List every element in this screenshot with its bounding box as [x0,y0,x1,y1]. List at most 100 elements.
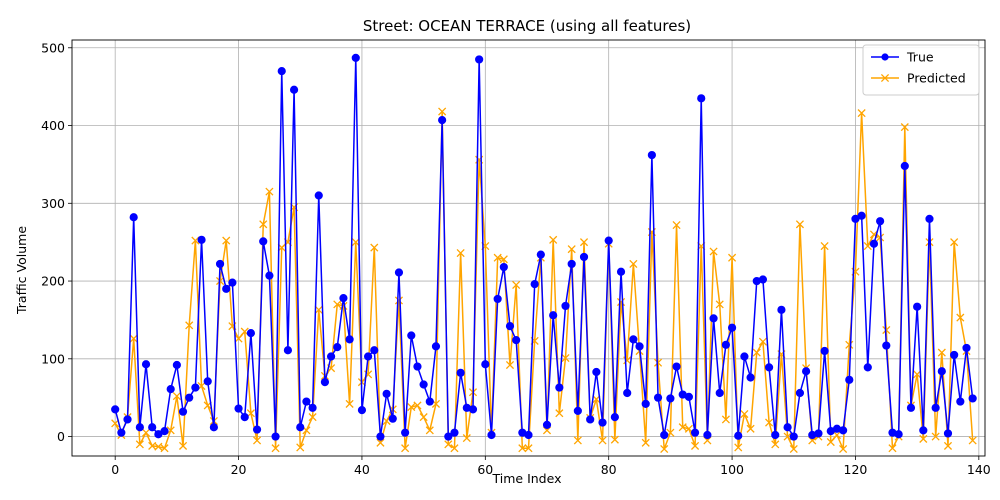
data-point-true [783,423,792,432]
data-point-predicted [734,443,743,452]
data-point-true [450,428,459,437]
data-point-true [802,367,811,376]
x-tick-label: 60 [477,462,493,477]
data-point-true [296,423,305,432]
data-point-true [277,67,286,76]
data-point-true [185,393,194,402]
data-point-predicted [413,401,422,410]
data-point-predicted [376,438,385,447]
data-point-true [228,278,237,287]
data-point-true [499,262,508,272]
data-point-true [339,294,348,303]
data-point-predicted [900,123,909,132]
data-point-true [635,342,644,351]
data-point-predicted [820,241,829,251]
data-point-true [203,377,212,386]
data-point-true [610,413,619,422]
data-point-predicted [438,107,447,116]
legend-entry-true: True [871,50,934,65]
data-point-predicted [308,413,317,422]
data-point-predicted [370,243,379,252]
data-point-true [604,236,613,245]
data-point-predicted [746,424,755,433]
data-point-true [524,430,533,440]
data-point-predicted [505,360,515,370]
data-point-true [925,214,934,223]
data-point-true [660,430,669,440]
data-point-true [283,346,293,355]
data-point-true [160,427,169,436]
y-tick-label: 300 [41,196,65,211]
data-point-true [771,430,780,440]
data-point-true [962,343,971,353]
data-point-predicted [882,325,891,335]
data-point-true [542,420,552,429]
data-point-true [209,423,218,432]
data-point-true [234,404,243,413]
data-point-true [592,367,601,377]
data-point-true [968,394,977,403]
data-point-true [764,363,774,372]
data-point-true [351,53,360,62]
data-point-predicted [394,296,404,305]
data-point-true [641,399,650,409]
data-point-predicted [419,413,428,422]
data-point-true [314,191,323,200]
legend-label-true: True [906,50,934,65]
x-tick-label: 140 [967,462,991,477]
data-point-true [425,397,434,406]
data-point-predicted [253,436,262,445]
data-point-true [493,294,502,304]
data-point-predicted [191,236,200,245]
data-point-true [814,429,823,438]
data-point-predicted [259,220,268,229]
data-point-true [647,150,656,160]
data-point-true [376,432,385,441]
data-point-true [573,406,582,416]
data-point-true [746,373,755,382]
data-point-predicted [629,259,638,268]
data-point-true [394,268,404,277]
data-point-predicted [456,248,465,258]
chart-title: Street: OCEAN TERRACE (using all feature… [363,17,691,35]
data-point-predicted [740,409,749,419]
data-point-predicted [610,435,619,444]
data-point-predicted [271,444,280,453]
data-point-true [259,237,268,246]
axes: 0 20 40 60 80 100 120 140 0 100 200 300 400 500 [41,40,991,477]
data-point-predicted [678,423,687,432]
legend: True Predicted [862,44,980,96]
data-point-true [456,368,465,377]
data-point-true [715,388,724,398]
data-point-true [567,259,576,269]
data-point-true [598,418,607,427]
data-point-true [178,407,188,416]
data-point-true [129,213,138,222]
data-point-true [222,284,231,293]
data-point-true [555,383,564,392]
data-point-true [937,367,946,376]
data-point-true [672,362,681,371]
data-point-predicted [401,444,410,453]
data-point-predicted [968,436,977,445]
data-point-predicted [728,253,737,262]
data-point-predicted [660,444,669,454]
data-point-predicted [771,440,780,449]
data-point-true [166,385,175,394]
data-point-predicted [579,238,589,247]
data-point-true [919,426,928,435]
legend-marker-predicted [880,73,890,83]
data-point-true [549,311,558,320]
data-point-predicted [789,444,798,454]
data-point-true [709,314,718,323]
data-point-predicted [943,441,953,450]
data-point-predicted [524,444,533,453]
data-point-true [487,430,496,440]
data-point-true [869,239,879,248]
data-point-predicted [555,409,564,418]
data-point-predicted [160,444,169,453]
data-point-true [271,432,280,441]
data-point-predicted [129,334,138,343]
data-point-true [857,211,866,220]
data-point-true [703,430,712,440]
